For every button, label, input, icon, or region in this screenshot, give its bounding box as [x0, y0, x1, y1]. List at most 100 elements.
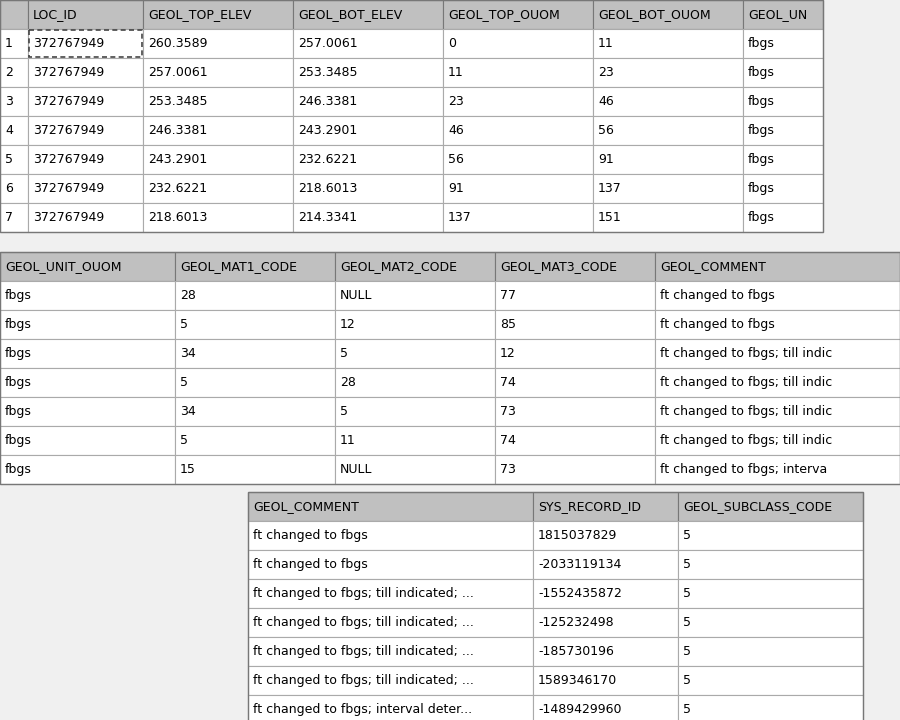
Bar — [143, 29, 293, 58]
Text: 5: 5 — [180, 434, 188, 447]
Text: ft changed to fbgs; till indicated; ...: ft changed to fbgs; till indicated; ... — [253, 645, 474, 658]
Bar — [143, 174, 293, 203]
Bar — [143, 87, 293, 116]
Bar — [28, 174, 143, 203]
Bar — [495, 368, 655, 397]
Bar — [593, 0, 743, 29]
Text: NULL: NULL — [340, 463, 373, 476]
Bar — [495, 281, 655, 310]
Bar — [248, 666, 533, 695]
Text: 372767949: 372767949 — [33, 153, 104, 166]
Bar — [28, 29, 143, 58]
Text: ft changed to fbgs; till indic: ft changed to fbgs; till indic — [660, 434, 832, 447]
Text: GEOL_TOP_ELEV: GEOL_TOP_ELEV — [148, 8, 251, 21]
Text: 15: 15 — [180, 463, 196, 476]
Text: GEOL_BOT_OUOM: GEOL_BOT_OUOM — [598, 8, 711, 21]
Bar — [593, 58, 743, 87]
Text: -1489429960: -1489429960 — [538, 703, 622, 716]
Bar — [0, 281, 175, 310]
Bar — [678, 492, 863, 521]
Bar — [743, 203, 823, 232]
Bar — [175, 397, 335, 426]
Text: ft changed to fbgs: ft changed to fbgs — [253, 558, 368, 571]
Bar — [293, 174, 443, 203]
Bar — [335, 455, 495, 484]
Text: ft changed to fbgs: ft changed to fbgs — [660, 289, 775, 302]
Bar — [533, 492, 678, 521]
Text: 246.3381: 246.3381 — [298, 95, 357, 108]
Text: 11: 11 — [448, 66, 464, 79]
Bar — [248, 521, 533, 550]
Text: 5: 5 — [683, 674, 691, 687]
Text: 253.3485: 253.3485 — [148, 95, 208, 108]
Bar — [0, 174, 28, 203]
Bar — [293, 29, 443, 58]
Bar — [495, 455, 655, 484]
Text: 243.2901: 243.2901 — [148, 153, 207, 166]
Bar — [335, 252, 495, 281]
Bar — [533, 579, 678, 608]
Bar — [248, 550, 533, 579]
Text: 5: 5 — [683, 645, 691, 658]
Bar — [335, 397, 495, 426]
Text: 91: 91 — [598, 153, 614, 166]
Bar — [533, 637, 678, 666]
Bar — [593, 116, 743, 145]
Text: fbgs: fbgs — [748, 95, 775, 108]
Text: 5: 5 — [683, 558, 691, 571]
Bar — [443, 58, 593, 87]
Text: GEOL_SUBCLASS_CODE: GEOL_SUBCLASS_CODE — [683, 500, 832, 513]
Bar — [743, 174, 823, 203]
Bar — [28, 203, 143, 232]
Bar — [593, 29, 743, 58]
Text: fbgs: fbgs — [5, 463, 32, 476]
Text: 372767949: 372767949 — [33, 37, 104, 50]
Bar — [678, 521, 863, 550]
Bar — [443, 174, 593, 203]
Text: 91: 91 — [448, 182, 464, 195]
Text: 6: 6 — [5, 182, 13, 195]
Bar — [293, 58, 443, 87]
Bar — [678, 695, 863, 720]
Text: GEOL_MAT3_CODE: GEOL_MAT3_CODE — [500, 260, 617, 273]
Text: GEOL_UN: GEOL_UN — [748, 8, 807, 21]
Bar — [28, 145, 143, 174]
Text: 372767949: 372767949 — [33, 95, 104, 108]
Text: 12: 12 — [340, 318, 356, 331]
Bar — [293, 87, 443, 116]
Bar — [335, 310, 495, 339]
Bar — [248, 579, 533, 608]
Bar — [0, 310, 175, 339]
Bar — [175, 426, 335, 455]
Bar — [533, 666, 678, 695]
Text: 11: 11 — [598, 37, 614, 50]
Text: 28: 28 — [180, 289, 196, 302]
Text: fbgs: fbgs — [5, 289, 32, 302]
Text: 73: 73 — [500, 405, 516, 418]
Text: ft changed to fbgs; till indicated; ...: ft changed to fbgs; till indicated; ... — [253, 674, 474, 687]
Bar — [175, 368, 335, 397]
Text: 2: 2 — [5, 66, 13, 79]
Text: ft changed to fbgs; interva: ft changed to fbgs; interva — [660, 463, 827, 476]
Text: 5: 5 — [180, 318, 188, 331]
Bar — [0, 203, 28, 232]
Text: 34: 34 — [180, 347, 196, 360]
Text: 34: 34 — [180, 405, 196, 418]
Bar — [0, 87, 28, 116]
Text: 74: 74 — [500, 376, 516, 389]
Text: ft changed to fbgs; till indic: ft changed to fbgs; till indic — [660, 405, 832, 418]
Bar — [495, 310, 655, 339]
Bar — [143, 145, 293, 174]
Bar — [655, 455, 900, 484]
Bar — [143, 203, 293, 232]
Bar — [175, 310, 335, 339]
Text: ft changed to fbgs: ft changed to fbgs — [253, 529, 368, 542]
Text: GEOL_BOT_ELEV: GEOL_BOT_ELEV — [298, 8, 402, 21]
Text: SYS_RECORD_ID: SYS_RECORD_ID — [538, 500, 641, 513]
Bar — [0, 455, 175, 484]
Bar — [655, 397, 900, 426]
Bar — [335, 368, 495, 397]
Bar — [678, 608, 863, 637]
Text: 243.2901: 243.2901 — [298, 124, 357, 137]
Bar — [593, 203, 743, 232]
